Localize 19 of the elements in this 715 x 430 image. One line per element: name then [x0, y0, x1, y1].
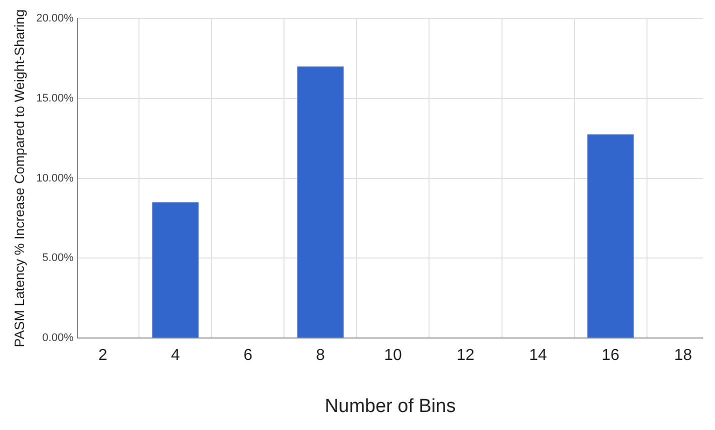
x-tick-label: 4	[170, 347, 180, 364]
y-tick-label: 10.00%	[36, 172, 74, 184]
x-tick-label: 2	[98, 347, 108, 364]
x-axis-title: Number of Bins	[324, 396, 456, 417]
y-tick-label: 20.00%	[36, 12, 74, 25]
y-tick-label: 15.00%	[36, 92, 74, 104]
bar	[297, 66, 344, 338]
y-axis-title: PASM Latency % Increase Compared to Weight-Sharing	[12, 9, 27, 348]
x-tick-label: 10	[384, 347, 402, 364]
x-tick-label: 12	[456, 347, 474, 364]
bar	[152, 202, 199, 338]
y-tick-label: 5.00%	[42, 252, 74, 264]
x-tick-label: 6	[243, 347, 252, 364]
x-tick-label: 8	[316, 347, 325, 364]
x-tick-label: 16	[602, 347, 620, 364]
y-tick-label: 0.00%	[42, 332, 74, 344]
bar	[587, 134, 634, 338]
x-tick-label: 14	[529, 347, 548, 364]
x-tick-label: 18	[674, 347, 692, 364]
